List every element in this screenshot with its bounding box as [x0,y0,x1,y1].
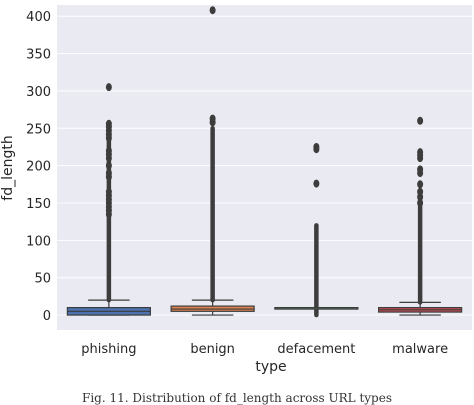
plot-area [57,5,472,330]
outlier-point [105,161,112,170]
y-tick-label: 250 [26,122,51,137]
y-tick-labels: 0 50 100 150 200 250 300 350 400 [26,10,51,324]
box-phishing [66,83,151,316]
x-axis-label: type [255,359,286,375]
y-tick-label: 150 [26,197,51,212]
outlier-point [417,116,424,125]
outlier-point [417,180,424,189]
y-tick-label: 350 [26,48,51,63]
box-malware [378,116,463,316]
y-tick-label: 400 [26,10,51,25]
x-tick-label: malware [392,342,448,357]
y-tick-label: 50 [34,272,51,287]
outlier-point [417,193,424,202]
box-defacement [274,142,359,318]
outlier-point [417,169,424,178]
outlier-point [105,133,112,142]
box-benign [170,6,255,316]
outlier-point [313,145,320,154]
boxes [66,6,463,318]
figure-caption: Fig. 11. Distribution of fd_length acros… [82,391,392,405]
x-tick-labels: phishing benign defacement malware [81,342,448,357]
outlier-point [417,198,424,207]
outlier-point [209,6,216,15]
y-tick-label: 200 [26,160,51,175]
y-tick-label: 100 [26,234,51,249]
outlier-point [105,210,112,219]
outlier-point [417,154,424,163]
outlier-point [105,83,112,92]
y-tick-label: 300 [26,85,51,100]
outlier-point [209,118,216,127]
y-axis-label: fd_length [0,135,16,200]
outlier-point [105,172,112,181]
outlier-point [313,179,320,188]
box-plot-chart: 0 50 100 150 200 250 300 350 400 phishing benign d… [0,5,472,375]
y-tick-label: 0 [43,309,51,324]
x-tick-label: defacement [277,342,355,357]
outlier-point [105,154,112,163]
x-tick-label: benign [190,342,235,357]
x-tick-label: phishing [81,342,136,357]
